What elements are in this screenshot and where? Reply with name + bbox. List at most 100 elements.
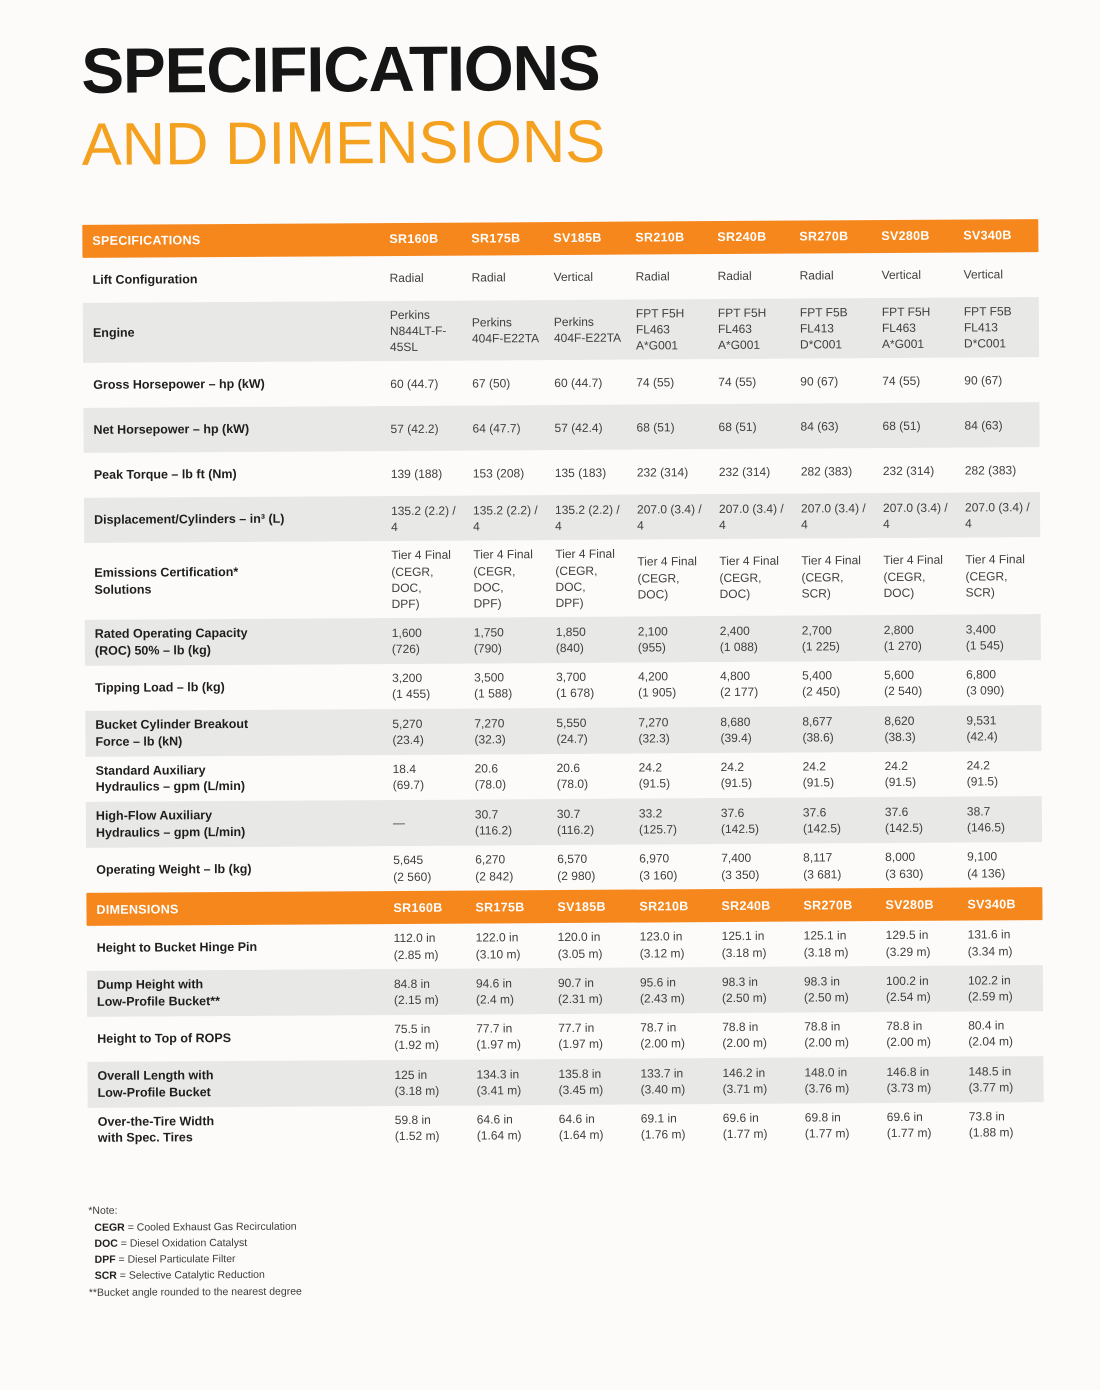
footnote-text: = Cooled Exhaust Gas Recirculation (124, 1220, 297, 1234)
value-cell: 59.8 in (1.52 m) (394, 1113, 440, 1144)
value-cell: 24.2 (91.5) (720, 760, 753, 791)
value-cell: 125 in (3.18 m) (394, 1067, 440, 1098)
value-cell: FPT F5B FL413 D*C001 (799, 305, 848, 352)
column-header-model: SR240B (717, 230, 767, 245)
column-header-model: SR210B (635, 230, 685, 245)
value-cell: 73.8 in (1.88 m) (968, 1109, 1014, 1141)
page-subtitle: AND DIMENSIONS (81, 107, 606, 178)
footnote-text: = Diesel Oxidation Catalyst (117, 1236, 248, 1250)
value-cell: 123.0 in (3.12 m) (639, 929, 685, 961)
value-cell: FPT F5H FL463 A*G001 (635, 306, 685, 353)
value-cell: 134.3 in (3.41 m) (476, 1066, 522, 1098)
value-cell: 74 (55) (882, 373, 921, 388)
value-cell: 24.2 (91.5) (966, 758, 999, 790)
value-cell: 24.2 (91.5) (884, 759, 917, 790)
dimensions-row: Over-the-Tire Width with Spec. Tires 59.8… (88, 1102, 1044, 1154)
value-cell: Vertical (963, 267, 1004, 282)
value-cell: 282 (383) (800, 463, 853, 479)
specifications-row: Rated Operating Capacity (ROC) 50% – lb … (84, 614, 1041, 666)
value-cell: 5,400 (2 450) (802, 668, 841, 699)
value-cell: 6,970 (3 160) (639, 851, 678, 883)
column-header-model: SR270B (799, 229, 849, 244)
column-header-model: SV280B (885, 897, 934, 912)
value-cell: 8,677 (38.6) (802, 713, 834, 745)
value-cell: 129.5 in (3.29 m) (885, 928, 931, 959)
specifications-row: Gross Horsepower – hp (kW) 60 (44.7) 67 (5… (83, 357, 1039, 408)
value-cell: 3,700 (1 678) (556, 670, 595, 701)
row-label: Dump Height with Low-Profile Bucket** (96, 977, 221, 1009)
value-cell: 75.5 in (1.92 m) (394, 1021, 440, 1053)
specifications-row: Standard Auxiliary Hydraulics – gpm (L/m… (86, 751, 1042, 803)
value-cell: 84 (63) (800, 419, 839, 434)
value-cell: 1,850 (840) (555, 624, 586, 656)
specifications-row: Peak Torque – lb ft (Nm) 139 (188) 153 (20… (84, 447, 1040, 498)
row-label: Engine (92, 325, 135, 340)
column-header-model: SR175B (471, 231, 521, 246)
row-label: High-Flow Auxiliary Hydraulics – gpm (L/… (95, 808, 246, 841)
value-cell: Tier 4 Final (CEGR, DOC, DPF) (555, 547, 615, 610)
specifications-row: Bucket Cylinder Breakout Force – lb (kN)… (85, 704, 1042, 757)
value-cell: 100.2 in (2.54 m) (885, 973, 931, 1005)
value-cell: 148.5 in (3.77 m) (968, 1063, 1014, 1095)
value-cell: 77.7 in (1.97 m) (558, 1020, 604, 1052)
value-cell: 69.8 in (1.77 m) (804, 1110, 850, 1142)
dimensions-row: Height to Top of ROPS 75.5 in (1.92 m) 77.… (87, 1011, 1043, 1062)
footnote-term: CEGR (94, 1221, 125, 1234)
value-cell: 6,800 (3 090) (966, 667, 1005, 698)
value-cell: 84 (63) (964, 418, 1003, 433)
value-cell: 8,680 (39.4) (720, 714, 752, 745)
value-cell: 80.4 in (2.04 m) (968, 1018, 1014, 1049)
column-header-model: SR270B (803, 897, 853, 913)
value-cell: Perkins 404F-E22TA (471, 315, 540, 346)
specifications-row: Operating Weight – lb (kg) 5,645 (2 560) 6… (86, 842, 1042, 893)
specifications-table: SPECIFICATIONS SR160B SR175B SV185B SR21… (82, 218, 1043, 893)
dimensions-rows: Height to Bucket Hinge Pin 112.0 in (2.85… (86, 920, 1044, 1154)
value-cell: 122.0 in (3.10 m) (475, 930, 521, 962)
value-cell: Radial (635, 269, 670, 284)
column-header-model: SV185B (557, 899, 606, 914)
value-cell: 2,800 (1 270) (883, 622, 922, 654)
value-cell: 98.3 in (2.50 m) (803, 974, 849, 1005)
value-cell: 135 (183) (554, 465, 607, 480)
row-label: Standard Auxiliary Hydraulics – gpm (L/m… (95, 762, 246, 795)
value-cell: Tier 4 Final (CEGR, SCR) (801, 553, 861, 601)
dimensions-table: DIMENSIONS SR160B SR175B SV185B SR210B S… (86, 887, 1044, 1153)
value-cell: 207.0 (3.4) / 4 (718, 501, 784, 532)
value-cell: 57 (42.2) (390, 421, 439, 436)
page-content: SPECIFICATIONS AND DIMENSIONS SPECIFICAT… (81, 32, 1045, 1301)
value-cell: — (392, 816, 405, 831)
value-cell: 8,620 (38.3) (884, 713, 916, 744)
column-header-model: SR175B (475, 899, 525, 915)
value-cell: Tier 4 Final (CEGR, DOC) (637, 554, 697, 602)
value-cell: FPT F5H FL463 A*G001 (881, 304, 931, 352)
row-label: Operating Weight – lb (kg) (96, 862, 252, 878)
column-header-model: SV280B (881, 229, 930, 244)
column-header-model: SV185B (553, 231, 602, 246)
row-label: Height to Top of ROPS (97, 1030, 232, 1046)
value-cell: 6,570 (2 980) (557, 852, 596, 883)
value-cell: 2,100 (955) (637, 624, 668, 655)
value-cell: Vertical (881, 268, 922, 283)
value-cell: 9,100 (4 136) (967, 849, 1006, 881)
value-cell: 30.7 (116.2) (474, 807, 513, 838)
value-cell: 8,000 (3 630) (885, 850, 924, 881)
specifications-row: Emissions Certification* Solutions Tier 4… (84, 537, 1040, 620)
value-cell: 102.2 in (2.59 m) (967, 973, 1013, 1004)
value-cell: 3,500 (1 588) (474, 670, 513, 701)
dimensions-row: Dump Height with Low-Profile Bucket** 84.… (86, 965, 1044, 1017)
value-cell: 282 (383) (964, 462, 1017, 478)
value-cell: 125.1 in (3.18 m) (803, 928, 849, 960)
value-cell: 120.0 in (3.05 m) (557, 930, 603, 961)
value-cell: 232 (314) (882, 463, 935, 478)
value-cell: 78.8 in (2.00 m) (804, 1019, 850, 1050)
value-cell: 7,270 (32.3) (474, 715, 506, 747)
specifications-row: Lift Configuration Radial Radial Vertical Ra… (82, 252, 1038, 303)
value-cell: Radial (717, 269, 752, 284)
value-cell: Radial (471, 270, 506, 285)
column-header-model: SR240B (721, 898, 771, 913)
row-label: Peak Torque – lb ft (Nm) (93, 467, 237, 483)
value-cell: Tier 4 Final (CEGR, DOC) (883, 553, 943, 600)
value-cell: 131.6 in (3.34 m) (967, 927, 1013, 959)
value-cell: 135.8 in (3.45 m) (558, 1066, 604, 1097)
